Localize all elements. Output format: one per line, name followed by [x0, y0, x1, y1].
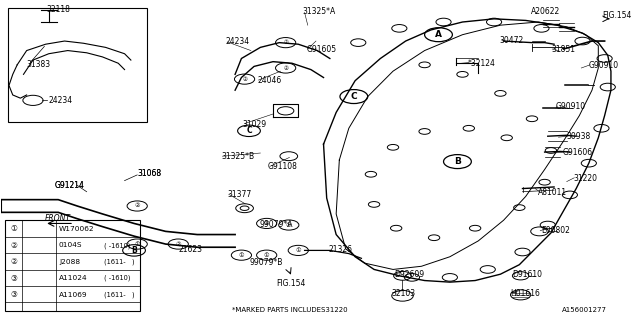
Text: D91610: D91610: [512, 270, 542, 279]
Text: 31220: 31220: [573, 174, 597, 183]
Text: 31325*A: 31325*A: [303, 7, 336, 16]
Text: (1611-   ): (1611- ): [104, 259, 135, 265]
Text: G90910: G90910: [556, 102, 586, 111]
Text: A11024: A11024: [59, 275, 88, 281]
Text: ①: ①: [134, 242, 140, 247]
Text: FRONT: FRONT: [45, 214, 71, 223]
Text: G91605: G91605: [307, 45, 337, 54]
Text: ①: ①: [11, 224, 17, 233]
Text: 32103: 32103: [391, 289, 415, 298]
Text: ①: ①: [264, 253, 269, 258]
Text: 24234: 24234: [48, 96, 72, 105]
Text: ②: ②: [134, 204, 140, 209]
Text: FIG.154: FIG.154: [276, 279, 305, 288]
Text: A156001277: A156001277: [563, 307, 607, 313]
Text: 30938: 30938: [567, 132, 591, 141]
Text: (1611-   ): (1611- ): [104, 291, 135, 298]
Text: ②: ②: [11, 257, 17, 266]
Text: B: B: [454, 157, 461, 166]
Text: ①: ①: [264, 221, 269, 226]
Text: 31029: 31029: [243, 120, 267, 129]
Text: C: C: [351, 92, 357, 101]
Text: A20622: A20622: [531, 7, 560, 16]
Text: W170062: W170062: [59, 226, 95, 232]
Text: G90910: G90910: [589, 61, 619, 70]
Text: ③: ③: [11, 290, 17, 299]
Text: G91606: G91606: [563, 148, 593, 157]
Text: H01616: H01616: [510, 289, 540, 298]
Text: J2088: J2088: [59, 259, 80, 265]
Text: ①: ①: [239, 253, 244, 258]
Text: 31325*B: 31325*B: [221, 152, 254, 161]
Text: 31068: 31068: [137, 169, 161, 178]
Text: FIG.154: FIG.154: [603, 11, 632, 20]
Text: A: A: [435, 30, 442, 39]
Text: 32118: 32118: [46, 5, 70, 14]
Text: 99079*A: 99079*A: [259, 220, 292, 228]
Text: ②: ②: [283, 66, 288, 70]
Bar: [4, 220, 140, 311]
Text: 99079*B: 99079*B: [250, 258, 283, 267]
Text: ( -1610): ( -1610): [104, 275, 131, 281]
Text: *MARKED PARTS INCLUDES31220: *MARKED PARTS INCLUDES31220: [232, 307, 348, 313]
Text: B: B: [131, 246, 137, 255]
Text: *32124: *32124: [468, 59, 495, 68]
Text: 31383: 31383: [27, 60, 51, 69]
Text: ②: ②: [11, 241, 17, 250]
Text: 21326: 21326: [328, 245, 353, 254]
Text: 24046: 24046: [257, 76, 282, 85]
Text: ③: ③: [11, 274, 17, 283]
Bar: [8, 8, 147, 122]
Text: 30472: 30472: [499, 36, 524, 44]
Text: ( -1610): ( -1610): [104, 242, 131, 249]
Text: 21623: 21623: [179, 245, 202, 254]
Text: A81011: A81011: [538, 188, 568, 197]
Text: 0104S: 0104S: [59, 242, 83, 248]
Text: E00802: E00802: [541, 226, 570, 235]
Text: 24234: 24234: [226, 37, 250, 46]
Text: G91214: G91214: [55, 181, 85, 190]
Text: C: C: [246, 126, 252, 135]
Text: ①: ①: [296, 248, 301, 253]
Text: ②: ②: [175, 242, 181, 247]
Text: G91108: G91108: [268, 163, 298, 172]
Text: G91214: G91214: [55, 181, 85, 190]
Text: ②: ②: [242, 76, 247, 82]
Text: A11069: A11069: [59, 292, 88, 298]
Text: 31851: 31851: [551, 45, 575, 54]
Text: ②: ②: [283, 40, 288, 45]
Text: D92609: D92609: [394, 270, 424, 279]
Text: 31068: 31068: [137, 169, 161, 178]
Text: 31377: 31377: [228, 190, 252, 199]
Text: ①: ①: [286, 222, 292, 228]
